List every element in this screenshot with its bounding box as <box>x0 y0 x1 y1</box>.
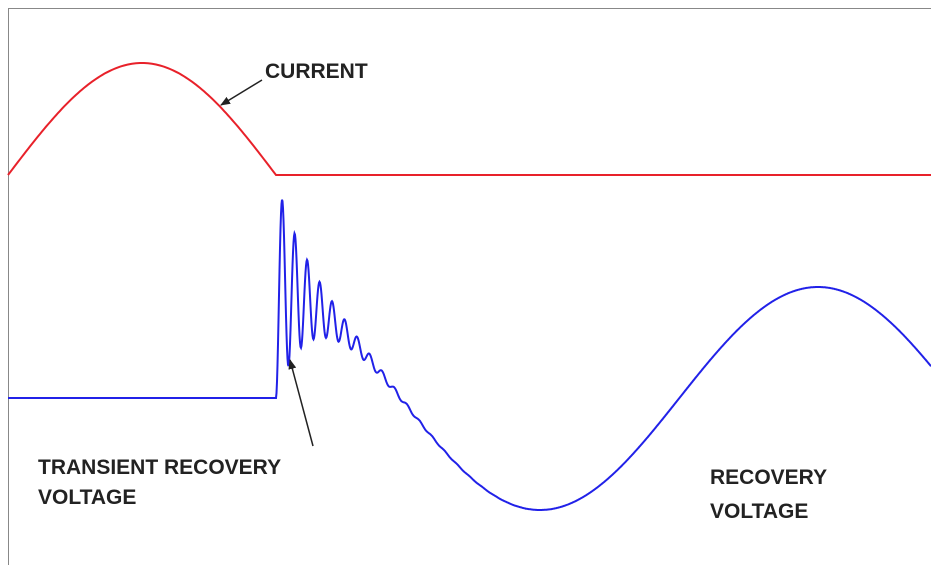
transient-label: VOLTAGE <box>38 486 136 509</box>
frame <box>8 8 931 565</box>
current-curve <box>7 62 931 176</box>
voltage-curve <box>8 199 931 511</box>
transient-label: TRANSIENT RECOVERY <box>38 456 281 479</box>
recovery-label: VOLTAGE <box>710 500 808 523</box>
current-arrow <box>220 79 263 106</box>
transient-arrow <box>288 359 314 447</box>
current-label: CURRENT <box>265 60 368 83</box>
recovery-label: RECOVERY <box>710 466 827 489</box>
